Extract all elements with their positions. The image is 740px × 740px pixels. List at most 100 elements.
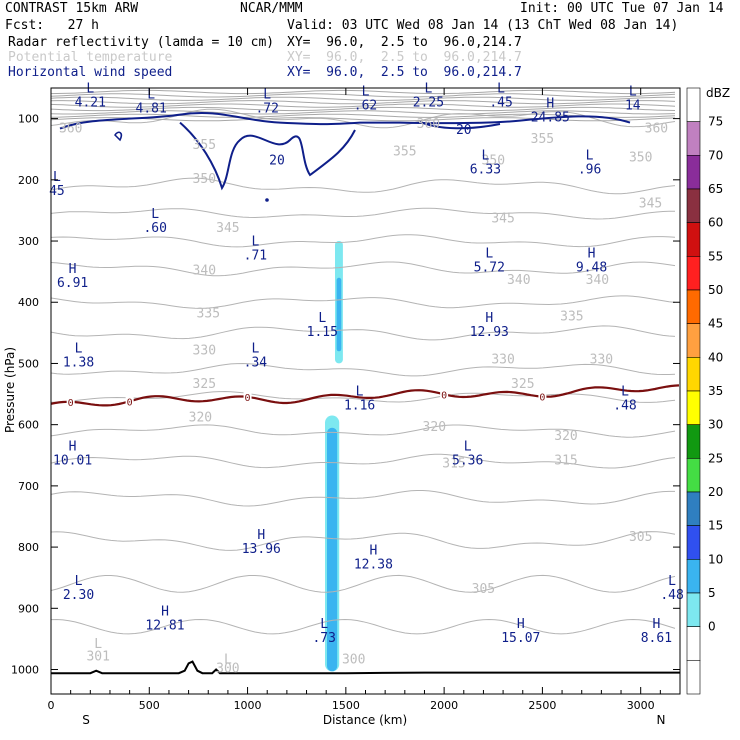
colorbar-label: 75: [708, 115, 723, 129]
y-tick-label: 400: [18, 296, 39, 309]
reflectivity-cell: [336, 277, 342, 352]
extremum-value: 10.01: [53, 454, 92, 469]
colorbar-swatch: [686, 592, 701, 628]
colorbar-swatch: [686, 155, 701, 190]
field-reflectivity-xy: XY= 96.0, 2.5 to 96.0,214.7: [287, 35, 522, 50]
extremum-marker: H: [161, 605, 169, 620]
colorbar-label: 10: [708, 552, 723, 566]
theta-isentrope: [51, 177, 676, 195]
theta-contour-label: 325: [193, 377, 216, 392]
extremum-value: 5.36: [452, 454, 483, 469]
field-theta-name: Potential temperature: [8, 50, 173, 65]
theta-isentrope: [51, 325, 676, 341]
extremum-marker: L: [318, 311, 326, 326]
colorbar-swatch: [686, 188, 701, 224]
theta-isentrope: [51, 113, 676, 118]
theta-contour-label: 340: [193, 264, 216, 279]
extremum-marker: L: [263, 88, 271, 103]
colorbar-label: 30: [708, 418, 723, 432]
colorbar-swatch: [686, 424, 701, 459]
theta-contour-label: 360: [59, 122, 82, 137]
extremum-value: .62: [354, 98, 377, 113]
extremum-marker: H: [588, 247, 596, 262]
extremum-value: .96: [578, 163, 601, 178]
theta-isentrope: [51, 89, 676, 95]
colorbar-swatch: [686, 558, 701, 594]
x-tick-label: 3000: [627, 699, 655, 712]
extremum-marker: H: [69, 440, 77, 455]
forecast-hour: Fcst: 27 h: [5, 18, 99, 33]
theta-extremum-marker: L: [94, 637, 102, 652]
extremum-value: 12.93: [470, 325, 509, 340]
extremum-value: 9.48: [576, 261, 607, 276]
plot-frame: [50, 87, 681, 695]
freezing-label-bg: [440, 388, 449, 400]
freezing-label-bg: [243, 390, 252, 402]
extremum-value: .73: [312, 631, 335, 646]
init-time: Init: 00 UTC Tue 07 Jan 14: [520, 1, 724, 16]
theta-isentrope: [51, 108, 676, 129]
wind-contour-20: [179, 121, 356, 191]
theta-contour-label: 340: [507, 273, 530, 288]
extremum-marker: L: [147, 88, 155, 103]
theta-isentrope: [51, 207, 675, 220]
extremum-value: .45: [489, 95, 512, 110]
colorbar-swatch: [686, 222, 701, 257]
header: CONTRAST 15km ARW NCAR/MMM Init: 00 UTC …: [0, 0, 740, 85]
theta-isentrope: [51, 261, 676, 277]
wind-contour-20: [59, 111, 631, 130]
y-tick-label: 600: [18, 419, 39, 432]
extremum-value: .34: [244, 356, 268, 371]
theta-isentrope: [51, 110, 676, 115]
extremum-marker: L: [621, 384, 629, 399]
freezing-level-label: 0: [245, 393, 251, 404]
extremum-marker: L: [485, 247, 493, 262]
valid-time: Valid: 03 UTC Wed 08 Jan 14 (13 ChT Wed …: [287, 18, 679, 33]
extremum-value: 4.21: [75, 95, 106, 110]
theta-contour-label: 330: [590, 353, 613, 368]
colorbar-label: 15: [708, 519, 723, 533]
y-tick-label: 700: [18, 480, 39, 493]
extremum-marker: L: [362, 84, 370, 99]
theta-contour-label: 340: [586, 273, 609, 288]
theta-contour-label: 300: [216, 662, 239, 677]
extremum-value: .60: [143, 221, 166, 236]
theta-contour-label: 345: [491, 212, 514, 227]
theta-isentrope: [51, 117, 676, 122]
extremum-marker: L: [75, 574, 83, 589]
theta-contour-label: 345: [639, 196, 662, 211]
extremum-value: .72: [255, 102, 278, 117]
field-theta-xy: XY= 96.0, 2.5 to 96.0,214.7: [287, 50, 522, 65]
colorbar-swatch: [686, 390, 701, 426]
colorbar-swatch: [686, 457, 701, 493]
colorbar-label: 20: [708, 485, 723, 499]
theta-contour-label: 320: [554, 429, 577, 444]
colorbar-label: 35: [708, 384, 723, 398]
theta-contour-label: 335: [197, 307, 220, 322]
extremum-value: 4.81: [136, 102, 167, 117]
theta-contour-label: 360: [417, 117, 440, 132]
y-tick-label: 300: [18, 235, 39, 248]
extremum-value: 12.38: [354, 558, 393, 573]
theta-isentrope: [51, 362, 676, 377]
wind-contour-label: 20: [456, 123, 472, 138]
field-reflectivity-name: Radar reflectivity (lamda = 10 cm): [8, 35, 275, 50]
theta-contour-label: 355: [531, 132, 554, 147]
extremum-marker: L: [151, 207, 159, 222]
theta-isentrope: [51, 390, 676, 403]
theta-contour-label: 305: [629, 530, 652, 545]
extremum-value: 13.96: [242, 542, 281, 557]
extremum-marker: L: [668, 574, 676, 589]
theta-extremum-marker: L: [224, 652, 232, 667]
extremum-value: 2.30: [63, 588, 94, 603]
colorbar-swatch: [686, 626, 701, 661]
extremum-marker: L: [75, 342, 83, 357]
theta-contour-label: 330: [491, 353, 514, 368]
x-end-label-right: N: [657, 713, 666, 727]
y-tick-label: 200: [18, 174, 39, 187]
extremum-marker: L: [497, 81, 505, 96]
theta-contour-label: 335: [560, 310, 583, 325]
theta-contour-label: 355: [393, 144, 416, 159]
theta-isentrope: [51, 234, 676, 248]
freezing-label-bg: [538, 390, 547, 402]
